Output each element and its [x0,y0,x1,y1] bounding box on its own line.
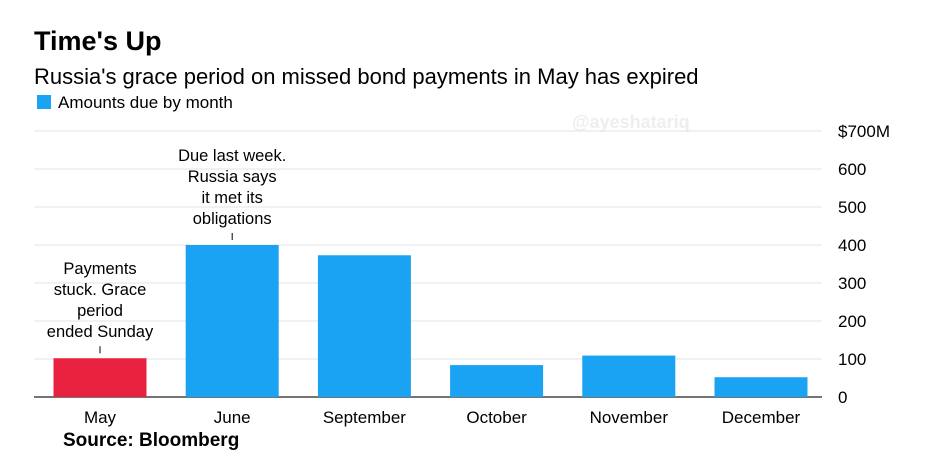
annotation-line: Russia says [188,168,277,186]
y-tick-label: $700M [838,122,890,141]
chart-subtitle: Russia's grace period on missed bond pay… [34,64,699,89]
y-axis-ticks: 0 100 200 300 400 500 600 $700M [838,122,890,407]
source-note: Source: Bloomberg [63,430,239,451]
bar-november [582,355,676,397]
annotations: Payments stuck. Grace period ended Sunday Du… [47,147,286,354]
annotation-line: Due last week. [178,147,286,165]
watermark: @ayeshatariq [572,112,690,132]
x-category-label: May [84,408,117,427]
x-category-label: June [214,408,251,427]
y-tick-label: 100 [838,350,866,369]
bar-may [53,358,147,397]
x-category-label: November [590,408,669,427]
chart-title: Time's Up [34,26,161,56]
annotation-line: Payments [63,260,136,278]
bars [53,245,808,397]
x-axis-categories: May June September October November December [84,408,801,427]
annotation-line: obligations [193,210,272,228]
legend-label: Amounts due by month [58,93,233,112]
x-category-label: September [323,408,406,427]
bar-june [185,245,279,397]
y-tick-label: 200 [838,312,866,331]
x-category-label: December [722,408,801,427]
annotation-line: stuck. Grace [54,281,147,299]
x-category-label: October [466,408,527,427]
annotation-line: ended Sunday [47,323,154,341]
annotation-line: period [77,302,123,320]
bar-december [714,377,808,397]
y-tick-label: 500 [838,198,866,217]
bar-september [317,255,411,397]
annotation-line: it met its [201,189,262,207]
y-tick-label: 400 [838,236,866,255]
y-tick-label: 300 [838,274,866,293]
legend-swatch [37,95,51,109]
grid-lines [34,130,822,398]
y-tick-label: 0 [838,388,847,407]
bar-october [450,365,544,397]
y-tick-label: 600 [838,160,866,179]
